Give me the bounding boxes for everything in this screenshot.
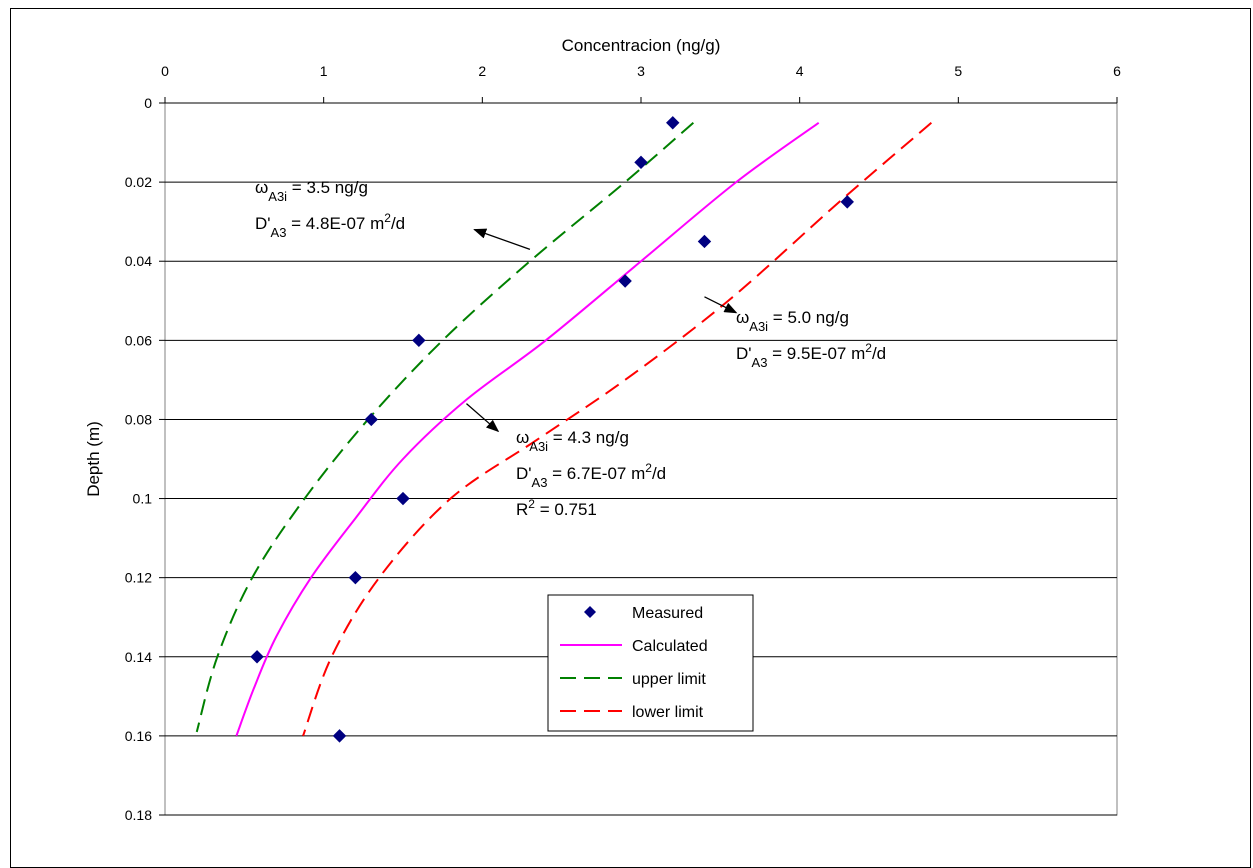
x-tick-label: 0 (161, 63, 169, 79)
y-tick-label: 0.02 (125, 174, 152, 190)
x-axis-title: Concentracion (ng/g) (562, 36, 721, 55)
measured-point (618, 274, 632, 288)
measured-point (332, 729, 347, 743)
y-tick-label: 0.16 (125, 728, 152, 744)
annotation-text: D'A3 = 9.5E-07 m2/d (736, 341, 886, 370)
legend-label: upper limit (632, 671, 706, 688)
x-tick-label: 4 (796, 63, 804, 79)
annotation-text: D'A3 = 6.7E-07 m2/d (516, 461, 666, 490)
y-axis-title: Depth (m) (84, 421, 103, 497)
measured-point (634, 155, 648, 170)
measured-point (348, 570, 363, 585)
annotation-lower: ωA3i = 5.0 ng/g D'A3 = 9.5E-07 m2/d (704, 296, 886, 370)
legend-swatch (584, 606, 596, 618)
annotation-upper: ωA3i = 3.5 ng/g D'A3 = 4.8E-07 m2/d (255, 178, 531, 250)
annotation-arrow (466, 403, 500, 433)
measured-point (396, 491, 410, 506)
y-tick-label: 0.18 (125, 807, 152, 823)
annotation-calculated: ωA3i = 4.3 ng/g D'A3 = 6.7E-07 m2/d R2 = 0… (466, 403, 666, 519)
legend-label: Measured (632, 605, 703, 622)
x-tick-label: 3 (637, 63, 645, 79)
measured-point (697, 234, 712, 249)
calculated-line (235, 121, 820, 737)
legend-label: lower limit (632, 704, 704, 721)
measured-point (412, 333, 426, 348)
y-tick-label: 0.04 (125, 253, 152, 269)
x-tick-label: 6 (1113, 63, 1121, 79)
measured-point (364, 412, 378, 427)
y-tick-label: 0.08 (125, 411, 152, 427)
x-tick-label: 1 (320, 63, 328, 79)
measured-point (250, 650, 264, 664)
annotation-text: D'A3 = 4.8E-07 m2/d (255, 211, 405, 240)
annotation-text: ωA3i = 3.5 ng/g (255, 178, 368, 204)
legend-item-lower-limit: lower limit (560, 704, 704, 721)
annotation-text: ωA3i = 5.0 ng/g (736, 308, 849, 334)
upper-limit-line (195, 122, 695, 733)
y-tick-label: 0.12 (125, 570, 152, 586)
annotation-arrow (473, 228, 531, 250)
y-tick-label: 0.06 (125, 332, 152, 348)
annotation-text: ωA3i = 4.3 ng/g (516, 428, 629, 454)
legend-label: Calculated (632, 638, 708, 655)
legend: Measured Calculated upper limit lower limit (547, 594, 754, 732)
measured-point (666, 116, 680, 130)
series-lines (195, 121, 933, 737)
legend-item-upper-limit: upper limit (560, 671, 706, 688)
annotation-text: R2 = 0.751 (516, 497, 597, 519)
x-axis: 0 1 2 3 4 5 6 (161, 63, 1121, 103)
measured-points (250, 116, 854, 743)
measured-point (840, 195, 854, 209)
lower-limit-line (302, 122, 933, 737)
legend-item-measured: Measured (584, 605, 703, 622)
legend-box (547, 594, 754, 732)
annotation-arrow (704, 296, 738, 314)
x-tick-label: 2 (478, 63, 486, 79)
y-axis: 0 0.02 0.04 0.06 0.08 0.1 0.12 0.14 0.16 0.18 (125, 95, 165, 823)
y-tick-label: 0 (144, 95, 152, 111)
y-tick-label: 0.1 (133, 491, 153, 507)
y-tick-label: 0.14 (125, 649, 152, 665)
legend-item-calculated: Calculated (560, 638, 708, 655)
x-tick-label: 5 (954, 63, 962, 79)
